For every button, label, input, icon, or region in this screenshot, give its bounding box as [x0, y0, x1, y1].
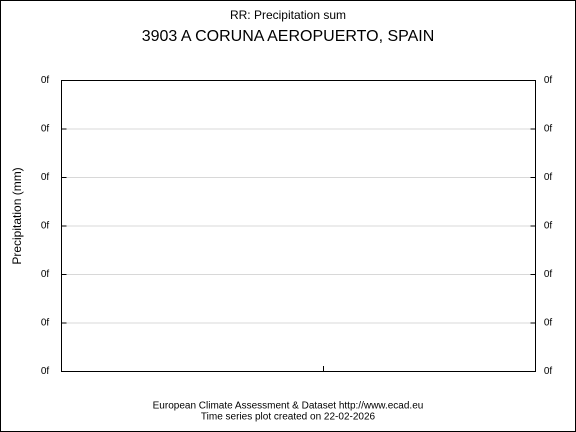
y-tick-label: 0f — [41, 124, 50, 135]
y2-tick-label: 0f — [544, 75, 553, 86]
y2-tick-label: 0f — [544, 366, 553, 377]
chart-title: RR: Precipitation sum — [230, 8, 346, 22]
y2-tick-label: 0f — [544, 172, 553, 183]
chart-subtitle: 3903 A CORUNA AEROPUERTO, SPAIN — [142, 28, 435, 45]
y-tick-label: 0f — [41, 75, 50, 86]
y2-tick-label: 0f — [544, 124, 553, 135]
y2-tick-label: 0f — [544, 269, 553, 280]
footer: Time series plot created on 22-02-2026 — [201, 412, 376, 423]
y2-tick-label: 0f — [544, 221, 553, 232]
y-tick-label: 0f — [41, 269, 50, 280]
footer: European Climate Assessment & Dataset ht… — [153, 401, 424, 412]
y2-tick-label: 0f — [544, 318, 553, 329]
y-tick-label: 0f — [41, 318, 50, 329]
y-tick-label: 0f — [41, 221, 50, 232]
y-tick-label: 0f — [41, 172, 50, 183]
y-axis-label: Precipitation (mm) — [10, 167, 24, 264]
y-tick-label: 0f — [41, 366, 50, 377]
